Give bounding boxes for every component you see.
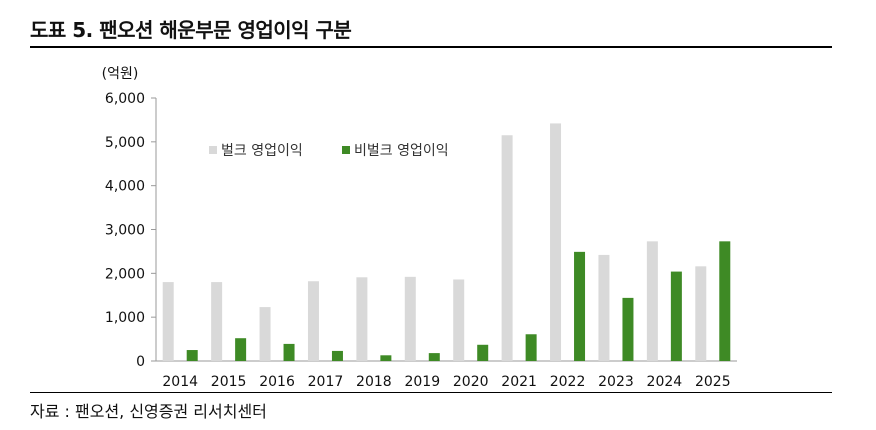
bulk-bar-2024: [646, 241, 658, 361]
bulk-bar-2014: [162, 282, 174, 361]
y-axis-unit-label: (억원): [102, 66, 139, 82]
x-tick-label: 2018: [356, 374, 392, 390]
y-tick-label: 6,000: [105, 91, 145, 107]
bulk-bar-2015: [211, 282, 223, 361]
bulk-bar-2019: [404, 276, 416, 361]
nonbulk-bar-2023: [622, 297, 634, 361]
nonbulk-bar-2014: [186, 350, 198, 361]
nonbulk-bar-2020: [477, 344, 489, 361]
x-tick-label: 2016: [259, 374, 295, 390]
nonbulk-bar-2021: [525, 334, 537, 361]
x-tick-label: 2022: [550, 374, 586, 390]
bulk-bar-2023: [598, 254, 610, 361]
bulk-bar-2017: [307, 281, 319, 361]
x-tick-label: 2024: [647, 374, 683, 390]
nonbulk-bar-2022: [574, 251, 586, 361]
bar-series-group: [162, 123, 731, 361]
legend-label: 벌크 영업이익: [221, 143, 303, 159]
chart-legend: 벌크 영업이익 비벌크 영업이익: [209, 143, 449, 159]
y-tick-label: 1,000: [105, 310, 145, 326]
nonbulk-bar-2024: [670, 271, 682, 361]
y-tick-label: 0: [136, 354, 145, 370]
legend-swatch: [342, 146, 350, 154]
x-tick-label: 2021: [501, 374, 537, 390]
nonbulk-bar-2015: [235, 338, 247, 361]
bulk-bar-2025: [695, 266, 707, 361]
x-tick-label: 2015: [211, 374, 247, 390]
x-tick-label: 2017: [308, 374, 344, 390]
nonbulk-bar-2016: [283, 343, 295, 361]
x-tick-label: 2020: [453, 374, 489, 390]
nonbulk-bar-2017: [331, 350, 343, 361]
legend-swatch: [209, 146, 217, 154]
nonbulk-bar-2018: [380, 355, 392, 361]
nonbulk-bar-2025: [719, 241, 731, 361]
source-divider: [30, 392, 832, 393]
bulk-bar-2021: [501, 135, 513, 361]
y-tick-label: 4,000: [105, 179, 145, 195]
title-underline: [30, 46, 832, 48]
x-tick-label: 2019: [404, 374, 440, 390]
operating-profit-bar-chart: (억원) 0 1,000 2,000 3,000 4,000 5,000 6,000 201…: [102, 66, 737, 390]
bulk-bar-2020: [453, 279, 465, 361]
nonbulk-bar-2019: [428, 353, 440, 361]
source-note: 자료 : 팬오션, 신영증권 리서치센터: [30, 402, 267, 421]
y-axis-ticks: 0 1,000 2,000 3,000 4,000 5,000 6,000: [105, 91, 156, 370]
bulk-bar-2022: [550, 123, 562, 361]
x-tick-label: 2023: [598, 374, 634, 390]
bulk-bar-2018: [356, 277, 368, 361]
x-axis-labels: 2014 2015 2016 2017 2018 2019 2020 2021 2022 2023…: [162, 374, 730, 390]
bulk-bar-2016: [259, 307, 271, 361]
y-tick-label: 3,000: [105, 223, 145, 239]
x-tick-label: 2014: [162, 374, 198, 390]
x-tick-label: 2025: [695, 374, 731, 390]
figure-title: 도표 5. 팬오션 해운부문 영업이익 구분: [30, 18, 352, 42]
legend-label: 비벌크 영업이익: [354, 143, 449, 159]
y-tick-label: 2,000: [105, 266, 145, 282]
y-tick-label: 5,000: [105, 135, 145, 151]
